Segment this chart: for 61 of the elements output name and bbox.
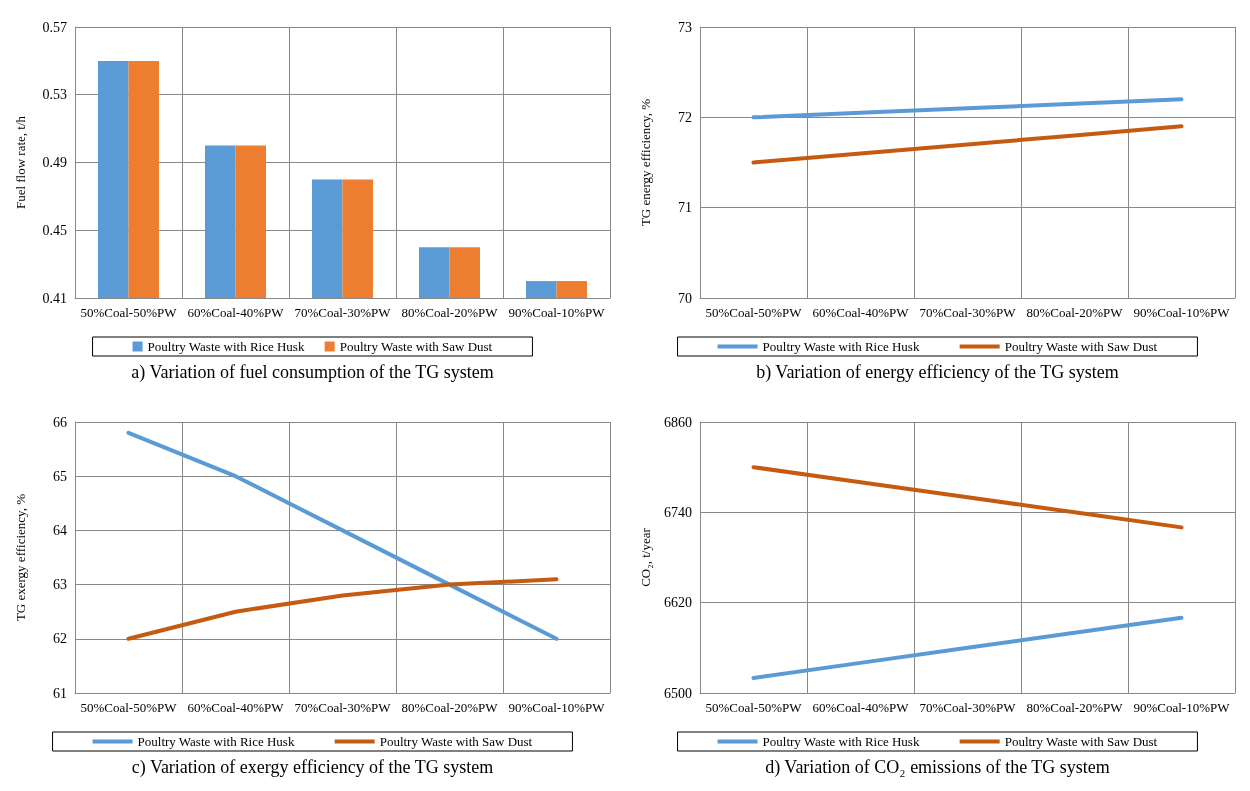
x-tick-label: 60%Coal-40%PW [187,700,285,715]
y-tick-label: 61 [53,685,67,701]
text: b) Variation of energy efficiency of the TG system [755,362,1120,383]
x-tick-label: 80%Coal-20%PW [401,700,499,715]
x-tick-label: 80%Coal-20%PW [1026,700,1124,715]
line-series [751,465,1184,530]
legend-label: Poultry Waste with Rice Husk [137,734,295,749]
y-tick-label: 71 [678,200,692,216]
x-tick-label: 60%Coal-40%PW [812,305,910,320]
x-tick-label: 60%Coal-40%PW [187,305,285,320]
line-series [126,577,559,641]
x-tick-label: 50%Coal-50%PW [80,700,178,715]
y-tick-label: 0.53 [42,87,67,103]
y-axis-title: CO₂, t/year [638,527,653,587]
y-tick-label: 0.49 [42,155,67,170]
x-tick-label: 70%Coal-30%PW [919,700,1017,715]
y-axis-title: Fuel flow rate, t/h [13,115,28,210]
x-tick-label: 70%Coal-30%PW [919,305,1017,320]
y-tick-label: 62 [53,631,67,647]
legend-label: Poultry Waste with Rice Husk [762,339,920,354]
legend-label: Poultry Waste with Saw Dust [1004,734,1158,749]
text: d) Variation of CO₂ emissions of the TG system [764,757,1111,778]
x-tick-label: 90%Coal-10%PW [1133,700,1231,715]
y-tick-label: 6620 [664,595,692,611]
y-tick-label: 0.57 [42,19,67,35]
x-tick-label: 90%Coal-10%PW [1133,305,1231,320]
y-tick-label: 73 [678,19,692,35]
x-tick-label: 70%Coal-30%PW [294,305,392,320]
x-tick-label: 80%Coal-20%PW [401,305,499,320]
x-tick-label: 60%Coal-40%PW [812,700,910,715]
x-tick-label: 50%Coal-50%PW [705,700,803,715]
line-series [751,615,1184,680]
text: c) Variation of exergy efficiency of the TG system [130,757,495,778]
y-axis-title: TG energy efficiency, % [638,98,653,227]
legend-label: Poultry Waste with Saw Dust [339,339,493,354]
x-tick-label: 50%Coal-50%PW [80,305,178,320]
y-tick-label: 63 [53,577,67,593]
y-tick-label: 66 [53,414,67,430]
y-axis-title: TG exergy efficiency, % [13,493,28,622]
y-tick-label: 72 [678,109,692,125]
y-tick-label: 0.45 [42,222,67,238]
y-tick-label: 6740 [664,504,692,520]
legend-label: Poultry Waste with Rice Husk [762,734,920,749]
line-series [126,430,559,641]
y-tick-label: 0.41 [42,290,67,306]
text: a) Variation of fuel consumption of the TG system [130,362,495,383]
y-tick-label: 6500 [664,685,692,701]
y-tick-label: 70 [678,290,692,306]
x-tick-label: 70%Coal-30%PW [294,700,392,715]
line-series [751,124,1184,165]
legend-label: Poultry Waste with Saw Dust [379,734,533,749]
legend-label: Poultry Waste with Rice Husk [147,339,305,354]
x-tick-label: 90%Coal-10%PW [508,305,606,320]
x-tick-label: 50%Coal-50%PW [705,305,803,320]
x-tick-label: 80%Coal-20%PW [1026,305,1124,320]
line-series [751,97,1184,120]
legend-label: Poultry Waste with Saw Dust [1004,339,1158,354]
y-tick-label: 65 [53,468,67,484]
x-tick-label: 90%Coal-10%PW [508,700,606,715]
y-tick-label: 64 [53,522,67,538]
y-tick-label: 6860 [664,414,692,430]
